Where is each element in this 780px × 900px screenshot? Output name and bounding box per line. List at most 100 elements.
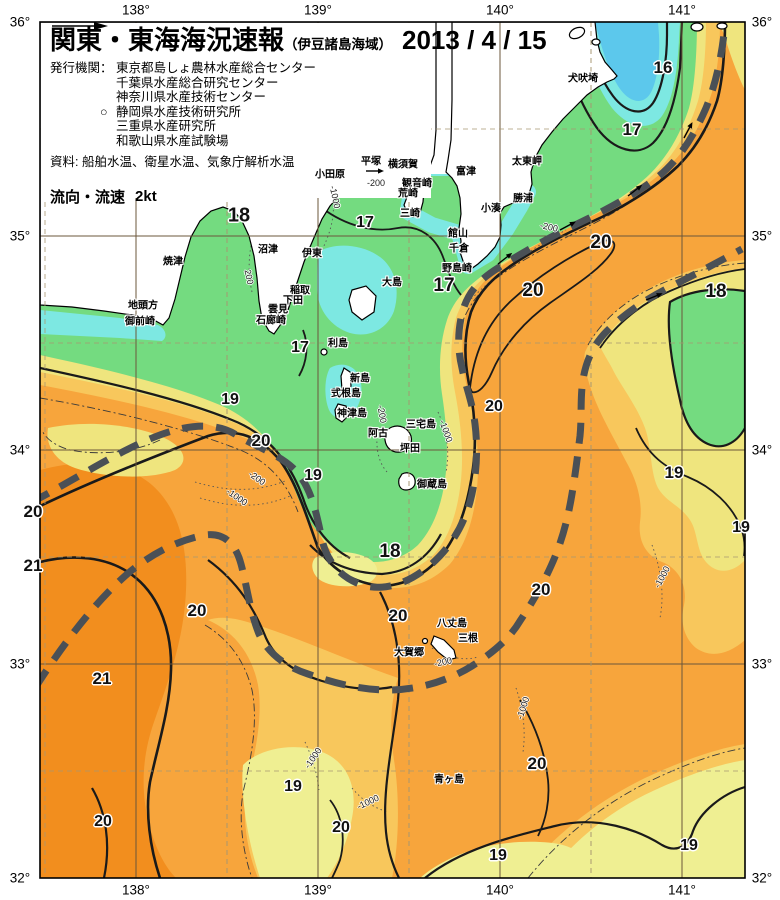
place-label: 伊東 (302, 248, 322, 260)
issuer-item: 神奈川県水産技術センター (116, 90, 570, 105)
isotherm-label-20: 20 (251, 431, 271, 450)
isotherm-label-18: 18 (227, 204, 251, 227)
flow-legend: 流向・流速 2kt (50, 22, 570, 207)
flow-legend-label: 流向・流速 (50, 189, 126, 206)
isotherm-label-20: 20 (388, 606, 408, 625)
current-arrow-icon (52, 22, 108, 30)
issuer-marker (100, 90, 116, 105)
isotherm-label-19: 19 (664, 463, 684, 482)
axis-tick-label: 33° (751, 656, 773, 672)
temp-patch-ne-corner (718, 22, 745, 90)
axis-tick-label: 138° (122, 882, 150, 898)
isotherm-label-21: 21 (23, 556, 43, 575)
isotherm-label-17: 17 (356, 214, 374, 231)
current-vector-arrow (683, 122, 693, 139)
isotherm-label-20: 20 (485, 398, 503, 415)
place-label: 八丈島 (437, 618, 467, 630)
isotherm-label-19: 19 (680, 837, 698, 854)
place-label: 荒崎 (398, 188, 418, 200)
isotherm-label-20: 20 (332, 819, 350, 836)
place-label: 新島 (350, 373, 370, 385)
place-label: 沼津 (258, 244, 278, 256)
isotherm-label-16: 16 (653, 58, 673, 77)
place-label: 御蔵島 (417, 479, 447, 491)
axis-tick-label: 139° (304, 2, 332, 18)
place-label: 神津島 (337, 408, 367, 420)
place-label: 大賀郷 (394, 647, 424, 659)
current-vector-arrow (559, 221, 576, 231)
place-label: 青ヶ島 (434, 774, 464, 786)
place-label: 焼津 (163, 256, 183, 268)
current-vector-arrow (627, 184, 643, 197)
issuer-name: 和歌山県水産試験場 (116, 133, 229, 148)
place-label: 勝浦 (513, 193, 533, 205)
isotherm-label-18: 18 (705, 281, 727, 302)
axis-tick-label: 32° (9, 870, 31, 886)
isotherm-label-17: 17 (622, 120, 642, 139)
cold-strip-west-coast (40, 310, 166, 341)
place-label: 阿古 (368, 428, 388, 440)
depth-label: -200 (366, 178, 386, 188)
axis-tick-label: 141° (668, 2, 696, 18)
axis-tick-label: 36° (751, 14, 773, 30)
isotherm-label-17: 17 (291, 339, 309, 356)
place-label: 下田 (283, 295, 303, 307)
graticule (40, 22, 745, 878)
issuer-name: 神奈川県水産技術センター (116, 90, 267, 104)
axis-tick-label: 36° (9, 14, 31, 30)
place-label: 三崎 (400, 208, 420, 220)
place-label: 千倉 (449, 243, 469, 255)
issuer-block: 発行機関： 東京都島しょ農林水産総合センター 千葉県水産総合研究センター 神奈川県水… (50, 61, 570, 148)
axis-tick-label: 138° (122, 2, 150, 18)
place-label: 館山 (448, 228, 468, 240)
isotherm-label-20: 20 (531, 580, 551, 599)
place-label: 利島 (328, 338, 348, 350)
axis-tick-label: 32° (751, 870, 773, 886)
issuer-name: 静岡県水産技術研究所 (116, 104, 242, 119)
place-label: 三宅島 (406, 419, 436, 431)
isotherm-label-20: 20 (527, 754, 547, 773)
place-label: 富津 (456, 166, 476, 178)
place-label: 野島崎 (442, 263, 472, 275)
temp-zone-21 (40, 463, 187, 878)
place-label: 稲取 (290, 285, 310, 297)
report-date: 2013 / 4 / 15 (402, 25, 547, 55)
flow-legend-speed: 2kt (135, 188, 157, 205)
axis-tick-label: 140° (486, 882, 514, 898)
axis-tick-label: 140° (486, 2, 514, 18)
issuer-name: 三重県水産研究所 (116, 119, 217, 133)
issuer-item: 三重県水産研究所 (116, 119, 570, 134)
isotherm-label-19: 19 (284, 778, 302, 795)
current-arrows (366, 122, 693, 301)
axis-tick-label: 35° (9, 228, 31, 244)
isotherm-label-21: 21 (92, 669, 112, 688)
isotherm-label-20: 20 (522, 280, 544, 301)
title-row: 関東・東海海況速報（伊豆諸島海域） 2013 / 4 / 15 (50, 20, 570, 57)
issuer-item: 東京都島しょ農林水産総合センター (116, 61, 570, 76)
place-label: 小湊 (481, 203, 501, 215)
temp-pool-green (667, 288, 745, 448)
issuer-marker (100, 76, 116, 91)
place-label: 小田原 (315, 169, 345, 181)
kuroshio-axis (40, 24, 744, 694)
issuer-item: 和歌山県水産試験場 (116, 134, 570, 149)
isotherm-label-20: 20 (94, 813, 112, 830)
issuer-item: ○ 静岡県水産技術研究所 (100, 104, 570, 120)
axis-tick-label: 34° (9, 442, 31, 458)
isotherm-label-19: 19 (732, 519, 750, 536)
current-vector-arrow (497, 252, 513, 265)
map-border (39, 21, 746, 879)
axis-tick-label: 141° (668, 882, 696, 898)
data-source-line: 資料: 船舶水温、衛星水温、気象庁解析水温 (50, 155, 295, 169)
place-label: 坪田 (400, 443, 420, 455)
cold-core-kashima (595, 22, 660, 101)
place-label: 大島 (382, 277, 402, 289)
place-label: 横須賀 (388, 159, 418, 171)
place-label: 平塚 (361, 156, 381, 168)
isotherm-label-20: 20 (187, 601, 207, 620)
isotherm-label-20: 20 (590, 232, 612, 253)
header-backdrop (41, 23, 431, 198)
axis-tick-label: 34° (751, 442, 773, 458)
isotherm-label-20: 20 (23, 502, 43, 521)
